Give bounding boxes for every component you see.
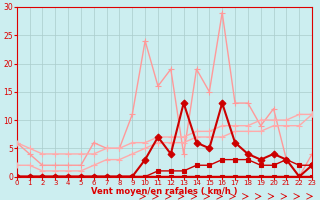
X-axis label: Vent moyen/en rafales ( km/h ): Vent moyen/en rafales ( km/h ) <box>91 187 238 196</box>
